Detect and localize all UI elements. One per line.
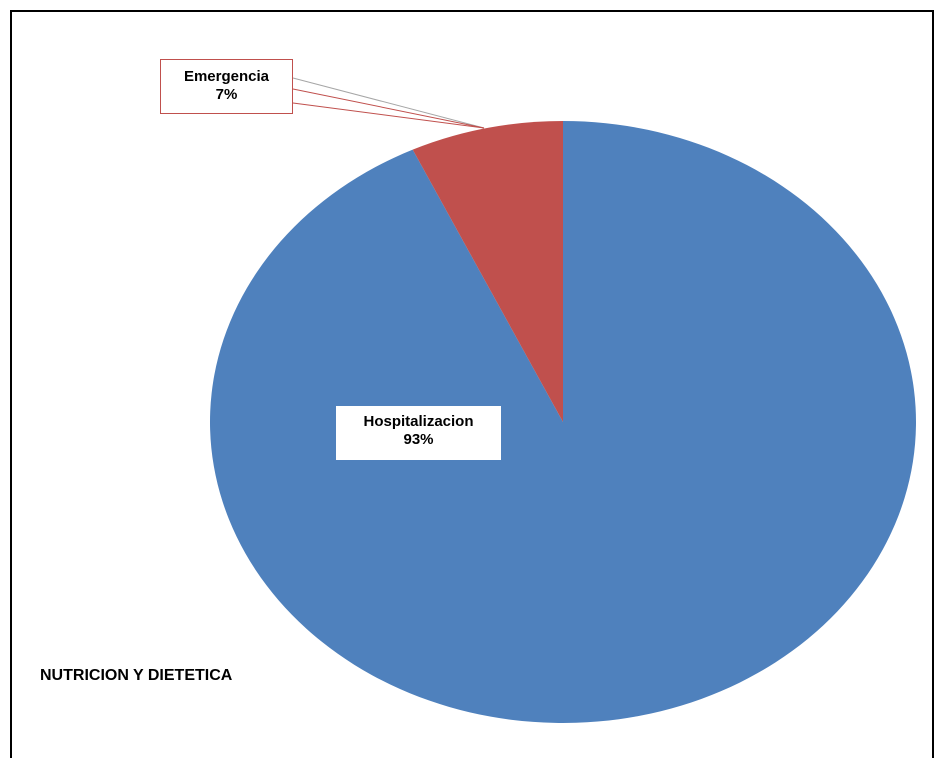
category-label: NUTRICION Y DIETETICA — [40, 667, 233, 684]
emergencia-leader-lines — [292, 77, 485, 129]
chart-frame — [10, 10, 934, 758]
data-label-hospitalizacion: Hospitalizacion 93% — [336, 406, 501, 460]
pie-slice-emergencia — [412, 121, 563, 422]
pie-slice-hospitalizacion — [209, 121, 916, 723]
data-label-emergencia-value: 7% — [215, 86, 238, 103]
data-label-hospitalizacion-value: 93% — [403, 431, 434, 448]
pie-slices — [209, 121, 916, 723]
data-label-emergencia: Emergencia 7% — [160, 59, 293, 114]
data-label-emergencia-category: Emergencia — [183, 68, 270, 85]
data-label-hospitalizacion-category: Hospitalizacion — [363, 413, 474, 430]
